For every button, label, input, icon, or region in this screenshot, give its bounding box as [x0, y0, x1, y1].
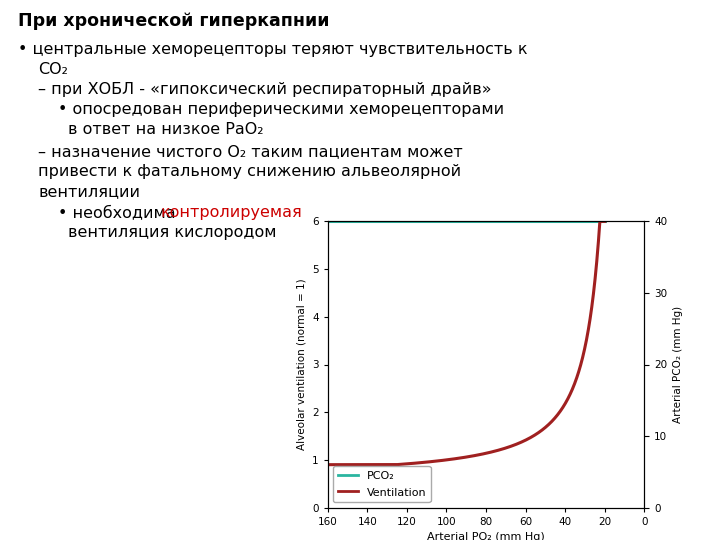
Ventilation	[446, 456, 454, 463]
Text: При хронической гиперкапнии: При хронической гиперкапнии	[18, 12, 330, 30]
Line: Ventilation: Ventilation	[328, 221, 605, 464]
Y-axis label: Alveolar ventilation (normal = 1): Alveolar ventilation (normal = 1)	[297, 279, 307, 450]
Ventilation	[513, 440, 522, 447]
Text: привести к фатальному снижению альвеолярной: привести к фатальному снижению альвеоляр…	[38, 164, 461, 179]
Ventilation	[600, 218, 609, 225]
Ventilation	[323, 461, 332, 468]
Ventilation	[436, 457, 444, 464]
Text: • опосредован периферическими хеморецепторами: • опосредован периферическими хеморецепт…	[58, 102, 504, 117]
Ventilation	[544, 421, 553, 428]
Text: CO₂: CO₂	[38, 62, 68, 77]
Text: – при ХОБЛ - «гипоксический респираторный драйв»: – при ХОБЛ - «гипоксический респираторны…	[38, 82, 492, 97]
X-axis label: Arterial PO₂ (mm Hg): Arterial PO₂ (mm Hg)	[427, 532, 545, 540]
Text: • центральные хеморецепторы теряют чувствительность к: • центральные хеморецепторы теряют чувст…	[18, 42, 528, 57]
Text: контролируемая: контролируемая	[161, 205, 302, 220]
Ventilation	[539, 426, 548, 432]
Text: – назначение чистого О₂ таким пациентам может: – назначение чистого О₂ таким пациентам …	[38, 144, 463, 159]
Text: • необходима: • необходима	[58, 205, 181, 220]
Text: вентиляции: вентиляции	[38, 184, 140, 199]
Legend: PCO₂, Ventilation: PCO₂, Ventilation	[333, 466, 431, 502]
Text: вентиляция кислородом: вентиляция кислородом	[68, 225, 276, 240]
Y-axis label: Arterial PCO₂ (mm Hg): Arterial PCO₂ (mm Hg)	[672, 306, 683, 423]
Ventilation	[595, 218, 604, 225]
Ventilation	[351, 461, 360, 468]
Text: в ответ на низкое РаО₂: в ответ на низкое РаО₂	[68, 122, 264, 137]
